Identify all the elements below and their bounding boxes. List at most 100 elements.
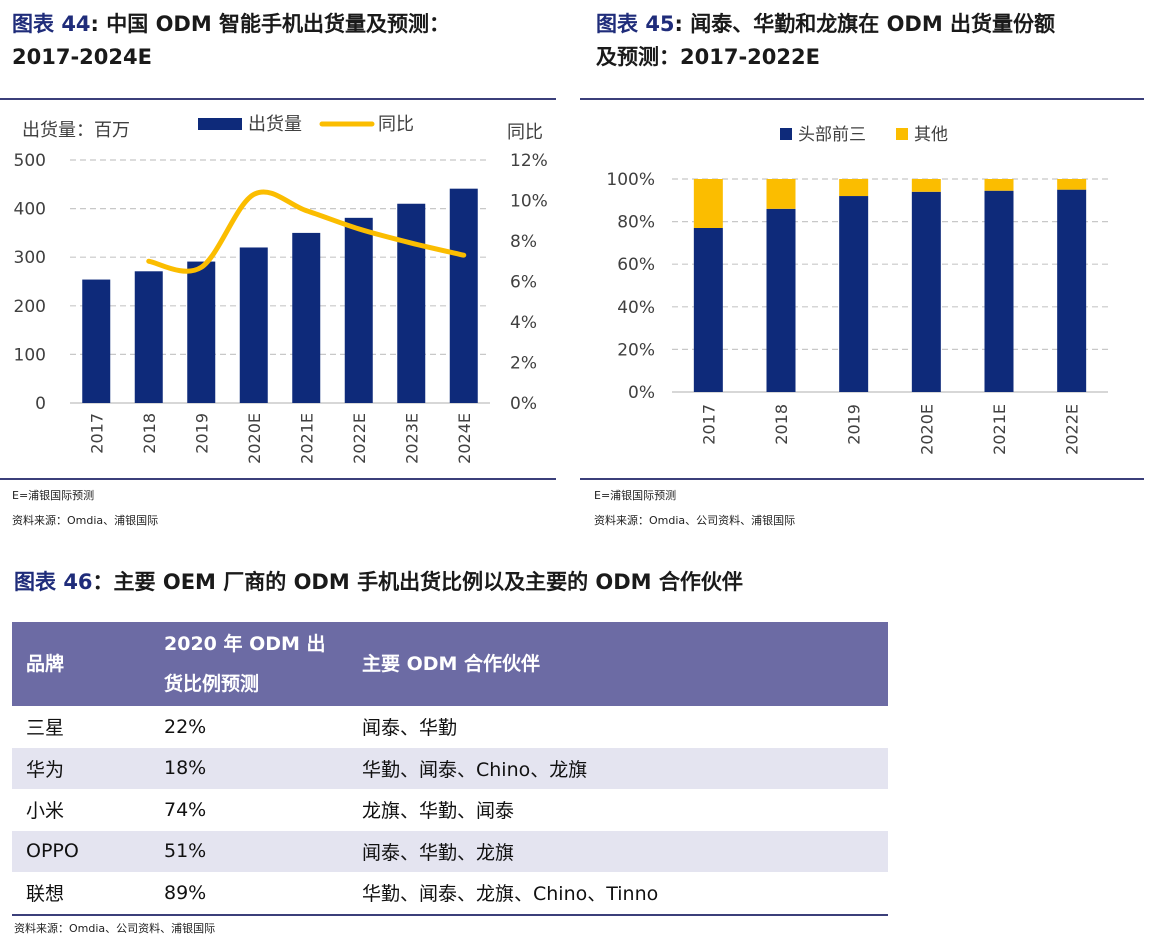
bar-others bbox=[1057, 179, 1087, 190]
y-tick-label: 200 bbox=[14, 297, 46, 317]
legend-swatch-top3 bbox=[780, 128, 792, 140]
bar-shipments bbox=[187, 261, 216, 403]
bar-others bbox=[839, 179, 869, 197]
y-tick-label: 80% bbox=[617, 213, 655, 233]
legend-swatch-others bbox=[896, 128, 908, 140]
fig44-title-text: : 中国 ODM 智能手机出货量及预测： bbox=[90, 12, 451, 36]
bar-shipments bbox=[82, 279, 111, 403]
header-odm-ratio: 2020 年 ODM 出货比例预测 bbox=[150, 622, 348, 706]
legend-label-others: 其他 bbox=[914, 125, 948, 145]
bar-shipments bbox=[397, 203, 426, 403]
partners-cell: 闻泰、华勤 bbox=[362, 717, 458, 740]
fig46-label: 图表 bbox=[14, 570, 56, 594]
y-tick-label: 400 bbox=[14, 200, 46, 220]
y-tick-label: 40% bbox=[617, 298, 655, 318]
fig45-top-rule bbox=[580, 98, 1144, 100]
y-tick-label: 300 bbox=[14, 248, 46, 268]
partners-cell: 华勤、闻泰、Chino、龙旗 bbox=[348, 747, 888, 789]
table-header-row: 品牌 2020 年 ODM 出货比例预测 主要 ODM 合作伙伴 bbox=[12, 622, 888, 706]
fig45-title-text: : 闻泰、华勤和龙旗在 ODM 出货量份额 bbox=[674, 12, 1056, 36]
fig45-number: 45 bbox=[645, 12, 675, 36]
bar-shipments bbox=[344, 217, 373, 403]
fig45-source: 资料来源：Omdia、公司资料、浦银国际 bbox=[594, 514, 796, 527]
brand-cell: 三星 bbox=[26, 717, 65, 740]
x-tick-label: 2022E bbox=[350, 413, 369, 464]
x-tick-label: 2021E bbox=[297, 413, 316, 464]
y-tick-label: 500 bbox=[14, 151, 46, 171]
y2-tick-label: 2% bbox=[510, 354, 537, 374]
table-row: OPPO 51% 闻泰、华勤、龙旗 bbox=[12, 830, 888, 872]
fig46-number: 46 bbox=[63, 570, 93, 594]
fig46-title-text: ：主要 OEM 厂商的 ODM 手机出货比例以及主要的 ODM 合作伙伴 bbox=[92, 570, 743, 594]
ratio-cell: 89% bbox=[150, 872, 348, 916]
fig45-note: E=浦银国际预测 bbox=[594, 489, 677, 502]
y-tick-label: 20% bbox=[617, 340, 655, 360]
fig44-title-line2: 2017-2024E bbox=[12, 45, 152, 69]
fig45-title-line2: 及预测：2017-2022E bbox=[596, 45, 820, 69]
table-row: 小米 74% 龙旗、华勤、闻泰 bbox=[12, 789, 888, 831]
line-yoy bbox=[146, 189, 467, 274]
y-tick-label: 100% bbox=[606, 170, 655, 190]
bar-others bbox=[911, 179, 941, 192]
bar-others bbox=[766, 179, 796, 209]
brand-cell: 小米 bbox=[26, 800, 65, 823]
y-tick-label: 60% bbox=[617, 255, 655, 275]
y2-tick-label: 0% bbox=[510, 394, 537, 414]
fig46-source: 资料来源：Omdia、公司资料、浦银国际 bbox=[14, 922, 216, 935]
x-tick-label: 2019 bbox=[845, 404, 864, 445]
fig45-chart: 头部前三 其他 0% 20% 40% 60% 80% 100% 2017 2018 2019 2020… bbox=[606, 125, 1108, 455]
bar-top3 bbox=[911, 191, 941, 392]
bar-top3 bbox=[984, 190, 1014, 392]
x-tick-label: 2017 bbox=[87, 413, 106, 454]
y2-tick-label: 6% bbox=[510, 273, 537, 293]
bar-shipments bbox=[292, 232, 321, 403]
ratio-cell: 51% bbox=[150, 830, 348, 872]
fig44-title: 图表 44: 中国 ODM 智能手机出货量及预测： 2017-2024E bbox=[12, 8, 450, 74]
bar-top3 bbox=[839, 196, 869, 392]
fig45-label: 图表 bbox=[596, 12, 638, 36]
bar-shipments bbox=[239, 247, 268, 403]
x-tick-label: 2019 bbox=[192, 413, 211, 454]
legend-label-yoy: 同比 bbox=[378, 114, 414, 135]
bar-shipments bbox=[134, 271, 163, 403]
oem-odm-table: 品牌 2020 年 ODM 出货比例预测 主要 ODM 合作伙伴 三星 22% … bbox=[12, 622, 888, 916]
header-brand: 品牌 bbox=[12, 622, 150, 706]
y-tick-label: 0% bbox=[628, 383, 655, 403]
bar-shipments bbox=[449, 188, 478, 403]
table-row: 三星 22% 闻泰、华勤 bbox=[12, 706, 888, 748]
brand-cell: 联想 bbox=[12, 872, 150, 916]
x-tick-label: 2018 bbox=[772, 404, 791, 445]
fig44-number: 44 bbox=[61, 12, 91, 36]
y2-tick-label: 8% bbox=[510, 232, 537, 252]
ratio-cell: 22% bbox=[164, 715, 207, 738]
fig44-label: 图表 bbox=[12, 12, 54, 36]
x-tick-label: 2020E bbox=[917, 404, 936, 455]
legend-label-shipments: 出货量 bbox=[248, 114, 302, 135]
table-row: 华为 18% 华勤、闻泰、Chino、龙旗 bbox=[12, 747, 888, 789]
fig44-top-rule bbox=[0, 98, 556, 100]
bar-others bbox=[693, 179, 723, 228]
fig44-bottom-rule bbox=[0, 478, 556, 480]
partners-cell: 华勤、闻泰、龙旗、Chino、Tinno bbox=[348, 872, 888, 916]
brand-cell: OPPO bbox=[12, 830, 150, 872]
y-tick-label: 100 bbox=[14, 345, 46, 365]
bar-top3 bbox=[693, 227, 723, 392]
y2-tick-label: 10% bbox=[510, 192, 548, 212]
x-tick-label: 2020E bbox=[245, 413, 264, 464]
y2-axis-title: 同比 bbox=[507, 122, 543, 143]
fig44-note: E=浦银国际预测 bbox=[12, 489, 95, 502]
legend-label-top3: 头部前三 bbox=[798, 125, 866, 145]
x-tick-label: 2023E bbox=[402, 413, 421, 464]
ratio-cell: 74% bbox=[164, 798, 207, 821]
y-axis-title: 出货量：百万 bbox=[22, 120, 130, 141]
fig46-title: 图表 46：主要 OEM 厂商的 ODM 手机出货比例以及主要的 ODM 合作伙… bbox=[14, 566, 743, 599]
bar-top3 bbox=[1057, 189, 1087, 392]
y-tick-label: 0 bbox=[35, 394, 46, 414]
partners-cell: 闻泰、华勤、龙旗 bbox=[348, 830, 888, 872]
partners-cell: 龙旗、华勤、闻泰 bbox=[362, 800, 515, 823]
x-tick-label: 2018 bbox=[140, 413, 159, 454]
fig45-bottom-rule bbox=[580, 478, 1144, 480]
x-tick-label: 2022E bbox=[1063, 404, 1082, 455]
x-tick-label: 2021E bbox=[990, 404, 1009, 455]
fig45-title: 图表 45: 闻泰、华勤和龙旗在 ODM 出货量份额 及预测：2017-2022… bbox=[596, 8, 1055, 74]
